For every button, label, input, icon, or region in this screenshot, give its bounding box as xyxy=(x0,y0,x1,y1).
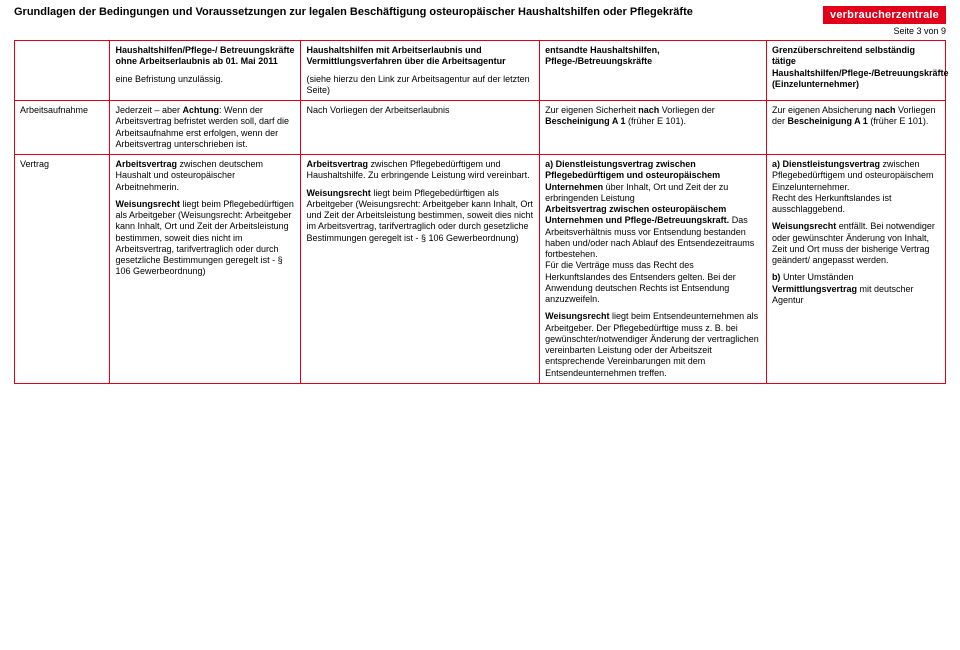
table-row: Arbeitsaufnahme Jederzeit – aber Achtung… xyxy=(15,101,946,155)
col1-sub: eine Befristung unzulässig. xyxy=(115,74,295,85)
text: Zur eigenen Sicherheit xyxy=(545,105,638,115)
page-number: Seite 3 von 9 xyxy=(0,26,960,40)
text: Arbeitsvertrag zwischen osteuropäischem … xyxy=(545,204,729,225)
cell-aufnahme-4: Zur eigenen Absicherung nach Vorliegen d… xyxy=(766,101,945,155)
text: (früher E 101). xyxy=(626,116,687,126)
cell-aufnahme-1: Jederzeit – aber Achtung: Wenn der Arbei… xyxy=(110,101,301,155)
text: Vorliegen der xyxy=(662,105,715,115)
text: Für die Verträge muss das Recht des Herk… xyxy=(545,260,736,304)
text: Weisungsrecht xyxy=(306,188,370,198)
text: Arbeitsvertrag xyxy=(115,159,177,169)
header-title: Grundlagen der Bedingungen und Vorausset… xyxy=(14,6,693,18)
table-row: Haushaltshilfen/Pflege-/ Betreuungskräft… xyxy=(15,41,946,101)
cell-aufnahme-2: Nach Vorliegen der Arbeitserlaubnis xyxy=(301,101,540,155)
col2-heading: Haushaltshilfen mit Arbeitserlaubnis und… xyxy=(306,45,505,66)
text: Jederzeit – aber xyxy=(115,105,182,115)
text: Vermittlungsvertrag xyxy=(772,284,857,294)
text: Bescheinigung A 1 xyxy=(545,116,625,126)
col4-heading: Grenzüberschreitend selbständig tätige H… xyxy=(772,45,949,89)
table-row: Vertrag Arbeitsvertrag zwischen deutsche… xyxy=(15,155,946,384)
text: a) Dienstleistungsvertrag xyxy=(772,159,880,169)
col-header-3: entsandte Haushaltshilfen, Pflege-/Betre… xyxy=(540,41,767,101)
page-header: Grundlagen der Bedingungen und Vorausset… xyxy=(0,0,960,26)
col3-heading: entsandte Haushaltshilfen, Pflege-/Betre… xyxy=(545,45,660,66)
cell-vertrag-2: Arbeitsvertrag zwischen Pflegebedürftige… xyxy=(301,155,540,384)
brand-logo: verbraucherzentrale xyxy=(823,6,946,24)
col-header-2: Haushaltshilfen mit Arbeitserlaubnis und… xyxy=(301,41,540,101)
text: Bescheinigung A 1 xyxy=(787,116,867,126)
col-header-4: Grenzüberschreitend selbständig tätige H… xyxy=(766,41,945,101)
text: Arbeitsvertrag xyxy=(306,159,368,169)
text: Weisungsrecht xyxy=(772,221,836,231)
text: Recht des Herkunftslandes ist ausschlagg… xyxy=(772,193,892,214)
text: Achtung xyxy=(183,105,220,115)
text: Weisungsrecht xyxy=(545,311,609,321)
col-header-1: Haushaltshilfen/Pflege-/ Betreuungskräft… xyxy=(110,41,301,101)
text: b) xyxy=(772,272,783,282)
text: nach xyxy=(875,105,899,115)
text: Weisungsrecht xyxy=(115,199,179,209)
row-label-vertrag: Vertrag xyxy=(15,155,110,384)
col1-heading: Haushaltshilfen/Pflege-/ Betreuungskräft… xyxy=(115,45,294,66)
text: (früher E 101). xyxy=(868,116,929,126)
cell-vertrag-1: Arbeitsvertrag zwischen deutschem Hausha… xyxy=(110,155,301,384)
text: Zur eigenen Absicherung xyxy=(772,105,875,115)
row-label-arbeitsaufnahme: Arbeitsaufnahme xyxy=(15,101,110,155)
text: nach xyxy=(638,105,662,115)
text: Unter Umständen xyxy=(783,272,854,282)
row-label-empty xyxy=(15,41,110,101)
cell-vertrag-4: a) Dienstleistungsvertrag zwischen Pfleg… xyxy=(766,155,945,384)
cell-vertrag-3: a) Dienstleistungsvertrag zwischen Pfleg… xyxy=(540,155,767,384)
cell-aufnahme-3: Zur eigenen Sicherheit nach Vorliegen de… xyxy=(540,101,767,155)
text: liegt beim Pflegebedürftigen als Arbeitg… xyxy=(115,199,293,277)
conditions-table: Haushaltshilfen/Pflege-/ Betreuungskräft… xyxy=(14,40,946,384)
col2-sub: (siehe hierzu den Link zur Arbeitsagentu… xyxy=(306,74,534,97)
